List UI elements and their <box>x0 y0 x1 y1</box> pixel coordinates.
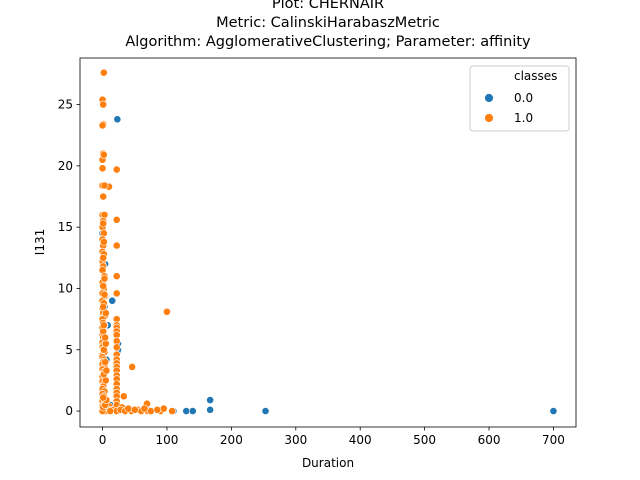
data-point-class-0.0 <box>206 396 215 404</box>
data-point-class-1.0 <box>124 404 133 413</box>
x-tick-label: 500 <box>413 433 436 447</box>
x-axis-ticks: 0 100 200 300 400 500 600 700 <box>99 427 565 447</box>
data-point-class-1.0 <box>146 407 155 415</box>
axes-frame <box>79 57 577 428</box>
data-point-class-1.0 <box>106 407 115 415</box>
y-tick-label: 0 <box>65 404 73 418</box>
x-tick-label: 100 <box>156 433 179 447</box>
data-point-class-1.0 <box>100 274 109 283</box>
data-point-class-0.0 <box>206 405 215 414</box>
data-point-class-1.0 <box>112 343 121 352</box>
data-point-class-1.0 <box>119 392 128 401</box>
data-point-class-1.0 <box>98 164 107 173</box>
data-point-class-1.0 <box>99 302 108 311</box>
legend-box <box>469 65 570 132</box>
data-point-class-0.0 <box>549 407 558 415</box>
data-point-class-0.0 <box>188 407 197 415</box>
data-point-class-1.0 <box>99 253 108 262</box>
data-point-class-1.0 <box>99 237 108 246</box>
legend-title: classes <box>514 69 557 83</box>
data-point-class-1.0 <box>153 405 162 414</box>
x-tick-label: 400 <box>349 433 372 447</box>
y-tick-label: 20 <box>58 159 73 173</box>
y-axis-label: I131 <box>33 229 47 255</box>
data-point-class-1.0 <box>159 404 168 413</box>
data-point-class-1.0 <box>100 181 109 190</box>
chart-title: Plot: CHERNAIR Metric: CalinskiHarabaszMe… <box>125 0 531 50</box>
title-line: Algorithm: AgglomerativeClustering; Para… <box>125 34 531 50</box>
data-point-class-0.0 <box>182 407 191 415</box>
data-point-class-1.0 <box>112 241 121 250</box>
x-tick-label: 600 <box>478 433 501 447</box>
data-point-class-1.0 <box>128 363 137 371</box>
data-point-class-1.0 <box>112 215 121 224</box>
data-point-class-1.0 <box>99 219 108 228</box>
y-tick-label: 15 <box>58 220 73 234</box>
data-point-class-1.0 <box>99 100 108 109</box>
data-point-class-1.0 <box>112 272 121 281</box>
data-point-class-1.0 <box>99 282 108 290</box>
x-tick-label: 0 <box>99 433 107 447</box>
legend-label-class-0: 0.0 <box>514 91 533 105</box>
data-point-class-1.0 <box>168 407 177 415</box>
data-point-class-1.0 <box>140 404 149 413</box>
data-point-class-1.0 <box>112 165 121 174</box>
legend-marker-class-0 <box>484 93 494 103</box>
y-tick-label: 5 <box>65 343 73 357</box>
x-tick-label: 300 <box>284 433 307 447</box>
legend: classes 0.0 1.0 <box>469 65 570 132</box>
y-axis-ticks: 0 5 10 15 20 25 <box>58 98 80 418</box>
data-point-class-1.0 <box>102 366 111 375</box>
title-line: Plot: CHERNAIR <box>272 0 384 12</box>
title-line: Metric: CalinskiHarabaszMetric <box>216 15 440 31</box>
x-axis-label: Duration <box>302 456 354 470</box>
data-point-class-1.0 <box>99 150 108 159</box>
data-point-class-1.0 <box>99 192 108 201</box>
data-point-class-1.0 <box>99 321 108 330</box>
legend-label-class-1: 1.0 <box>514 111 533 125</box>
data-point-class-1.0 <box>112 289 121 298</box>
data-point-class-0.0 <box>261 407 270 415</box>
data-point-class-1.0 <box>163 307 171 316</box>
data-point-class-0.0 <box>113 115 122 124</box>
data-point-class-1.0 <box>99 68 108 77</box>
data-point-class-1.0 <box>101 333 110 342</box>
y-tick-label: 25 <box>58 98 73 112</box>
data-point-class-1.0 <box>100 290 109 299</box>
y-tick-label: 10 <box>58 281 73 295</box>
data-point-class-0.0 <box>108 296 117 305</box>
x-tick-label: 700 <box>542 433 565 447</box>
data-point-class-1.0 <box>101 358 110 366</box>
data-point-class-1.0 <box>130 405 139 414</box>
legend-marker-class-1 <box>484 113 494 123</box>
data-points <box>98 68 558 415</box>
data-point-class-1.0 <box>98 121 107 130</box>
data-point-class-1.0 <box>99 393 108 402</box>
x-tick-label: 200 <box>220 433 243 447</box>
